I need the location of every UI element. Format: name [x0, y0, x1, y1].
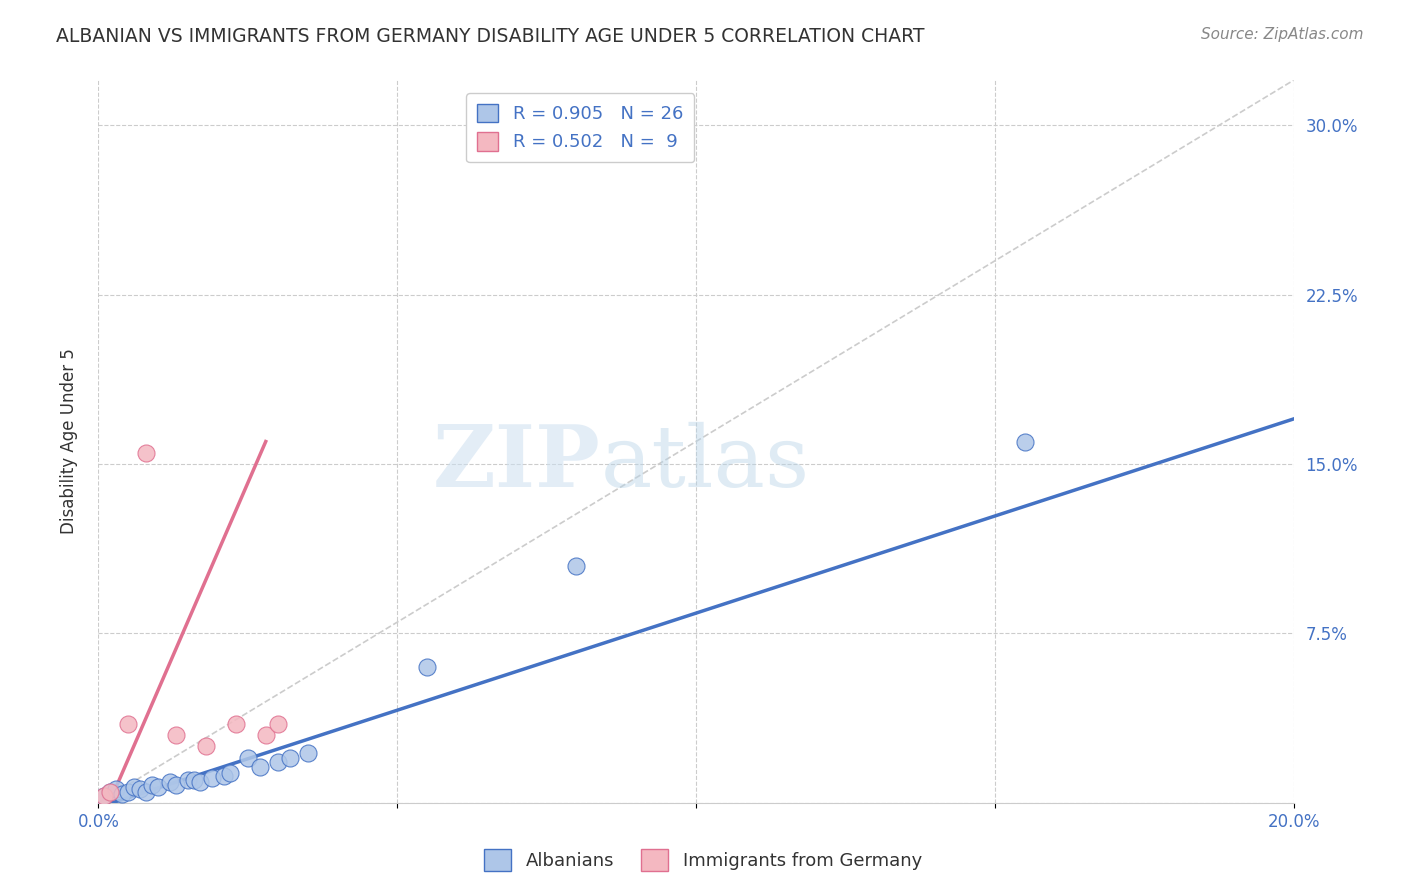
- Point: [183, 773, 205, 788]
- Point: [105, 782, 128, 797]
- Point: [141, 778, 163, 792]
- Point: [267, 755, 290, 769]
- Point: [93, 789, 115, 803]
- Point: [565, 558, 588, 573]
- Legend: R = 0.905   N = 26, R = 0.502   N =  9: R = 0.905 N = 26, R = 0.502 N = 9: [465, 93, 695, 162]
- Point: [98, 784, 122, 798]
- Point: [236, 750, 259, 764]
- Point: [219, 766, 242, 780]
- Text: ALBANIAN VS IMMIGRANTS FROM GERMANY DISABILITY AGE UNDER 5 CORRELATION CHART: ALBANIAN VS IMMIGRANTS FROM GERMANY DISA…: [56, 27, 925, 45]
- Point: [188, 775, 211, 789]
- Point: [278, 750, 301, 764]
- Point: [297, 746, 319, 760]
- Point: [201, 771, 224, 785]
- Point: [416, 660, 439, 674]
- Point: [111, 787, 134, 801]
- Point: [177, 773, 200, 788]
- Point: [165, 728, 187, 742]
- Point: [165, 778, 187, 792]
- Point: [117, 784, 139, 798]
- Text: Source: ZipAtlas.com: Source: ZipAtlas.com: [1201, 27, 1364, 42]
- Point: [195, 739, 218, 754]
- Point: [148, 780, 170, 794]
- Point: [98, 784, 122, 798]
- Text: ZIP: ZIP: [433, 421, 600, 505]
- Point: [254, 728, 277, 742]
- Point: [212, 769, 235, 783]
- Point: [1014, 434, 1036, 449]
- Point: [249, 760, 271, 774]
- Point: [117, 716, 139, 731]
- Point: [267, 716, 290, 731]
- Point: [225, 716, 247, 731]
- Y-axis label: Disability Age Under 5: Disability Age Under 5: [59, 349, 77, 534]
- Point: [129, 782, 152, 797]
- Legend: Albanians, Immigrants from Germany: Albanians, Immigrants from Germany: [477, 842, 929, 879]
- Point: [135, 446, 157, 460]
- Point: [124, 780, 146, 794]
- Point: [135, 784, 157, 798]
- Text: atlas: atlas: [600, 422, 810, 505]
- Point: [93, 789, 115, 803]
- Point: [159, 775, 181, 789]
